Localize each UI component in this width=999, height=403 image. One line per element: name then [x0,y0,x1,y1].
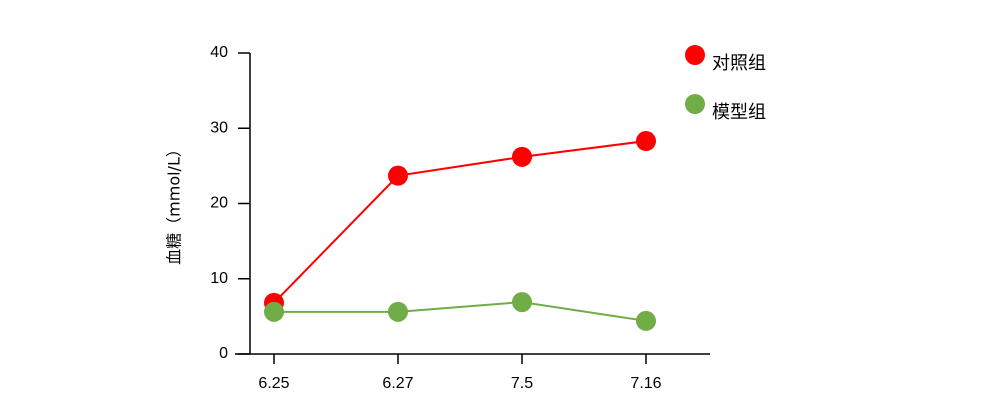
data-point [512,292,532,313]
data-point [264,301,284,322]
y-tick-label: 0 [219,345,228,362]
y-tick-label: 30 [210,119,228,136]
data-point [636,310,656,331]
x-tick-label: 6.27 [382,375,413,392]
x-tick-label: 7.5 [511,375,533,392]
legend-label: 模型组 [712,102,766,123]
legend-marker [685,94,705,114]
series-line [274,301,647,322]
data-point [388,301,408,322]
data-point [512,146,532,167]
legend-label: 对照组 [712,53,766,74]
y-tick-label: 20 [210,195,228,212]
data-point [388,165,408,186]
series-line [273,140,647,304]
y-tick-label: 40 [210,44,228,61]
y-tick-label: 10 [210,270,228,287]
y-axis-label: 血糖（mmol/L） [165,141,184,265]
legend-marker [685,45,705,65]
data-point [636,131,656,152]
x-tick-label: 6.25 [258,375,289,392]
x-tick-label: 7.16 [630,375,661,392]
